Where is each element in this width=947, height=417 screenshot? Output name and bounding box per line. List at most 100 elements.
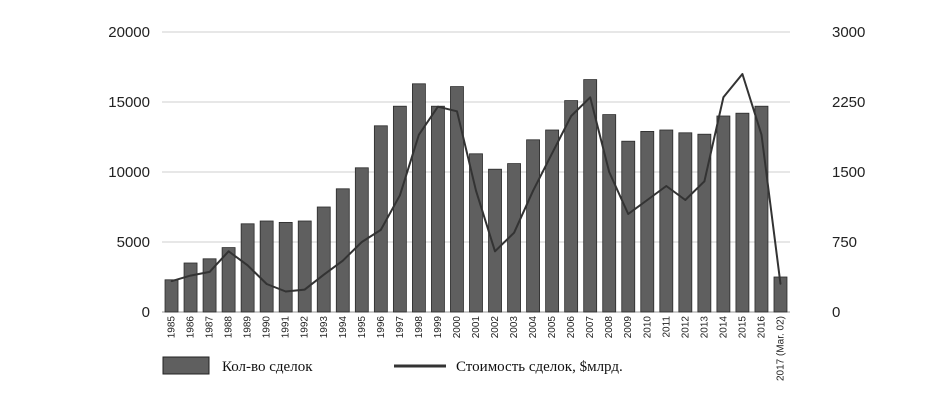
left-axis: 0 5000 10000 15000 20000 [108, 24, 150, 321]
x-tick-label: 2017 (Mar. 02) [775, 316, 786, 381]
bar [373, 125, 388, 313]
y-right-tick-label: 3000 [832, 24, 865, 41]
line-point [627, 213, 630, 215]
x-tick-label: 2013 [699, 316, 710, 339]
x-tick-label: 1985 [167, 316, 178, 339]
x-tick-label: 2010 [642, 316, 653, 339]
bar [488, 168, 502, 313]
bar [354, 167, 369, 313]
line-point [303, 288, 306, 291]
line-point [494, 250, 496, 253]
line-point [760, 133, 763, 136]
x-tick-label: 1992 [300, 316, 311, 339]
bar [450, 86, 464, 313]
line-point [246, 264, 249, 267]
bar [602, 114, 617, 313]
legend: Кол-во сделок Стоимость сделок, $млрд. [162, 356, 623, 375]
x-tick-label: 2005 [547, 316, 558, 339]
line-point [341, 259, 344, 262]
y-left-tick-label: 20000 [108, 24, 150, 41]
y-left-tick-label: 10000 [108, 164, 150, 181]
legend-label-line: Стоимость сделок, $млрд. [456, 359, 623, 375]
x-tick-label: 1988 [224, 316, 235, 339]
y-left-tick-label: 15000 [108, 94, 150, 111]
line-point [380, 229, 382, 231]
bar [392, 105, 407, 313]
line-point [227, 250, 230, 253]
line-point [779, 283, 782, 285]
x-tick-label: 1997 [395, 316, 406, 339]
y-left-tick-label: 5000 [117, 234, 150, 251]
x-tick-label: 1996 [376, 316, 387, 339]
line-point [684, 199, 687, 201]
bar [621, 140, 636, 313]
line-point [722, 96, 725, 99]
legend-swatch-bars [162, 356, 210, 375]
bars [164, 79, 788, 313]
line-point [437, 105, 439, 108]
line-point [589, 96, 591, 99]
line-point [741, 73, 744, 75]
x-tick-label: 1995 [357, 316, 368, 339]
line-point [361, 241, 363, 243]
line-point [608, 171, 611, 173]
x-tick-label: 2016 [756, 316, 767, 339]
bar [640, 130, 655, 313]
bar [469, 153, 483, 313]
line-point [665, 185, 668, 187]
x-tick-label: 1989 [243, 316, 254, 339]
x-tick-label: 2009 [623, 316, 634, 339]
x-tick-label: 1990 [262, 316, 273, 339]
line-point [475, 189, 477, 192]
line-point [284, 290, 287, 293]
x-tick-label: 1987 [205, 316, 216, 339]
bar [431, 105, 445, 313]
line-point [322, 273, 325, 276]
line-point [513, 231, 515, 234]
line-point [170, 280, 173, 283]
x-tick-label: 2006 [566, 316, 577, 339]
y-right-tick-label: 0 [832, 304, 840, 321]
line-point [265, 283, 268, 285]
x-tick-label: 1994 [338, 316, 349, 339]
line-point [456, 110, 458, 113]
x-axis: 1985 1986 1987 1988 1989 1990 1991 1992 1993 1994… [167, 316, 787, 381]
bar [316, 206, 331, 313]
bar [735, 112, 750, 313]
x-tick-label: 2002 [490, 316, 501, 339]
x-tick-label: 2014 [718, 316, 729, 339]
bar [240, 223, 255, 313]
line-point [532, 189, 534, 192]
bar [259, 220, 274, 313]
bar [164, 279, 179, 313]
x-tick-label: 2007 [585, 316, 596, 339]
bar [697, 133, 712, 313]
x-tick-label: 1991 [281, 316, 292, 339]
bar [678, 132, 693, 313]
value-line-layer [170, 73, 782, 293]
bar [278, 221, 293, 313]
x-tick-label: 2000 [452, 316, 463, 339]
x-tick-label: 2012 [680, 316, 691, 339]
bar [297, 220, 312, 313]
bar [564, 100, 579, 313]
x-tick-label: 2015 [737, 316, 748, 339]
bar [716, 115, 731, 313]
bar [659, 129, 674, 313]
line-point [551, 152, 553, 155]
x-tick-label: 1999 [433, 316, 444, 339]
line-point [703, 180, 706, 183]
bar [583, 79, 598, 313]
x-tick-label: 2004 [528, 316, 539, 339]
x-tick-label: 1986 [186, 316, 197, 339]
y-right-tick-label: 750 [832, 234, 857, 251]
line-point [399, 194, 401, 197]
y-left-tick-label: 0 [142, 304, 150, 321]
x-tick-label: 2003 [509, 316, 520, 339]
x-tick-label: 2011 [661, 316, 672, 338]
x-tick-label: 2001 [471, 316, 482, 339]
legend-label-bars: Кол-во сделок [222, 359, 313, 375]
bar [526, 139, 540, 313]
